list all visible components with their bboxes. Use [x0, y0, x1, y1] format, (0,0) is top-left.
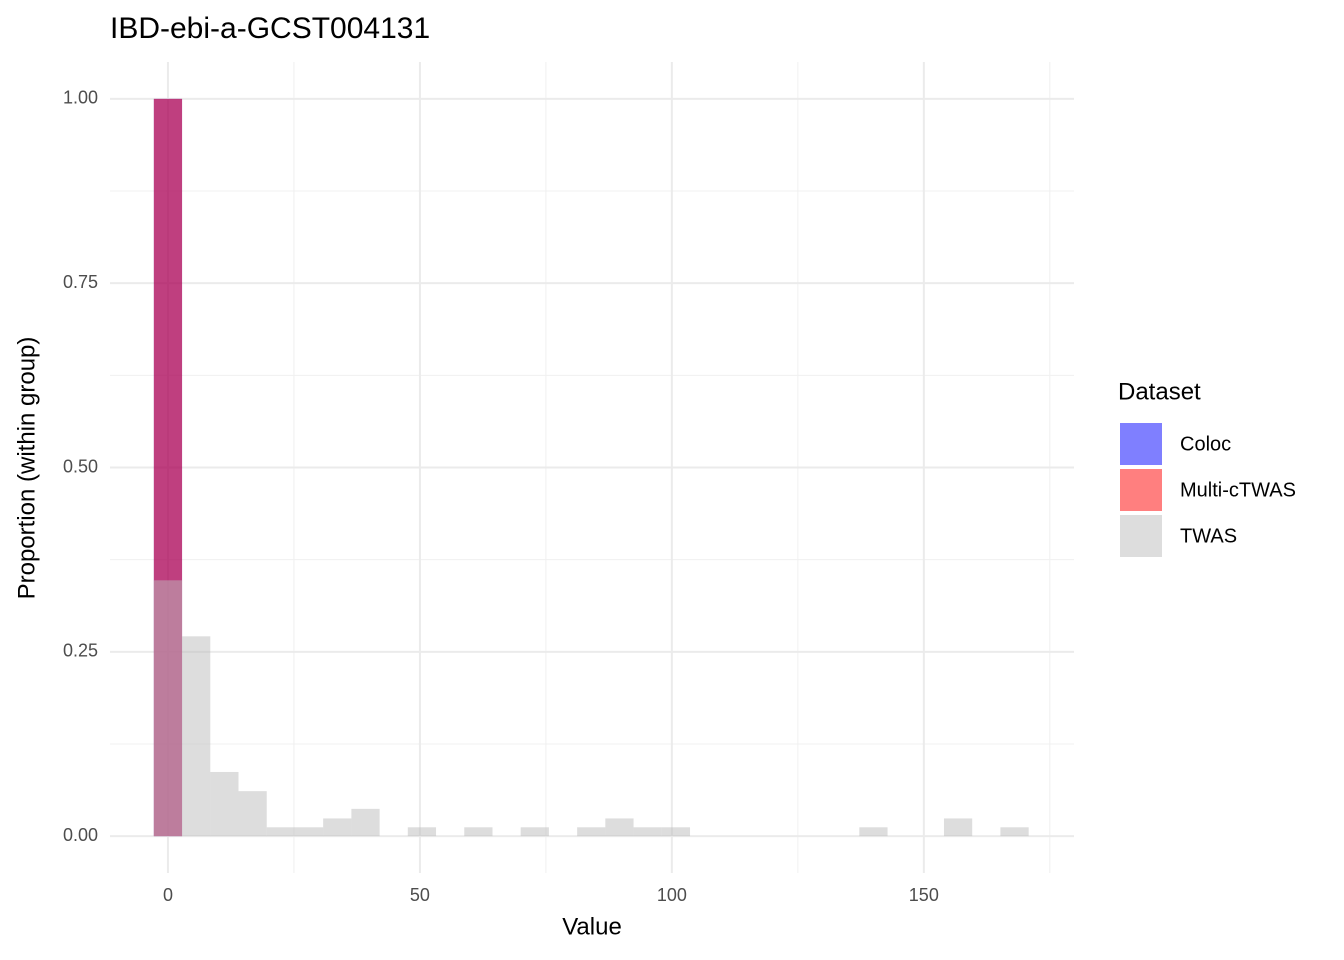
bar: [464, 827, 493, 837]
x-tick-label: 150: [909, 885, 939, 905]
bar: [323, 818, 352, 837]
y-axis-label: Proportion (within group): [13, 337, 40, 600]
x-tick-label: 50: [410, 885, 430, 905]
legend-label: Coloc: [1180, 433, 1231, 455]
legend-key: [1120, 469, 1162, 511]
bar: [407, 827, 437, 837]
bar: [351, 808, 380, 837]
legend-label: Multi-cTWAS: [1180, 479, 1296, 501]
bar: [1000, 827, 1029, 837]
x-tick-label: 100: [657, 885, 687, 905]
bar: [943, 818, 973, 837]
y-tick-label: 1.00: [63, 88, 98, 108]
y-tick-label: 0.00: [63, 825, 98, 845]
x-axis-label: Value: [562, 913, 622, 940]
bar: [182, 636, 211, 837]
legend-key: [1120, 423, 1162, 465]
bar: [266, 827, 295, 837]
bar: [605, 818, 634, 837]
bar: [520, 827, 549, 837]
bar: [633, 827, 662, 837]
bar: [661, 827, 691, 837]
bar: [153, 580, 183, 837]
bar: [859, 827, 888, 837]
chart-title: IBD-ebi-a-GCST004131: [110, 12, 430, 45]
legend-key: [1120, 515, 1162, 557]
legend-label: TWAS: [1180, 525, 1237, 547]
bar: [577, 827, 606, 837]
y-tick-label: 0.25: [63, 641, 98, 661]
y-tick-label: 0.50: [63, 456, 98, 476]
x-tick-label: 0: [163, 885, 173, 905]
bar: [294, 827, 324, 837]
y-tick-label: 0.75: [63, 272, 98, 292]
bar: [210, 771, 239, 837]
bar: [238, 791, 267, 837]
legend-title: Dataset: [1118, 378, 1201, 405]
